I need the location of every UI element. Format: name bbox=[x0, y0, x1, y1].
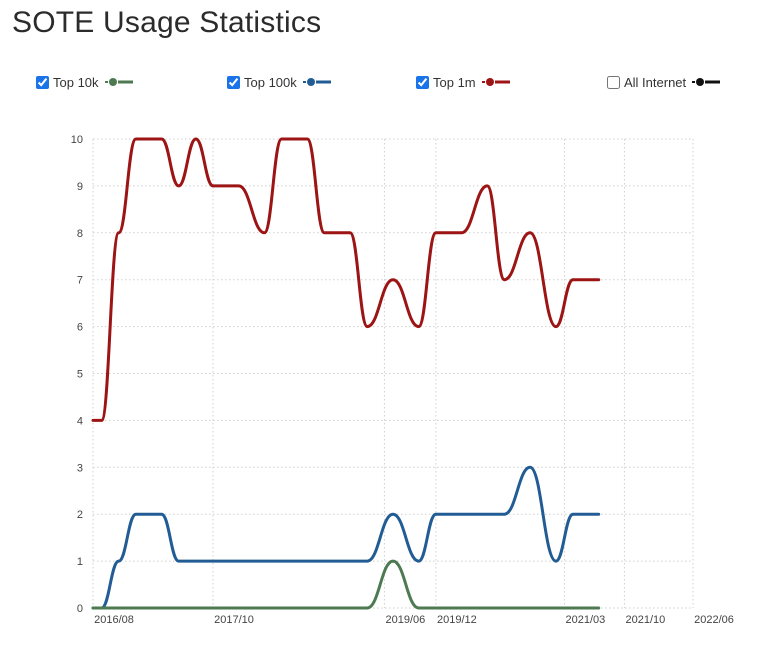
legend-checkbox-top-1m[interactable] bbox=[416, 75, 429, 89]
series-line-top-100k bbox=[91, 465, 601, 610]
legend-swatch-top-1m bbox=[481, 78, 510, 86]
y-tick-label: 2 bbox=[77, 509, 83, 521]
legend-checkbox-top-100k[interactable] bbox=[227, 75, 240, 89]
legend-swatch-top-10k bbox=[104, 78, 133, 86]
x-tick-label: 2019/06 bbox=[386, 614, 426, 626]
y-tick-label: 9 bbox=[77, 181, 83, 193]
x-tick-label: 2017/10 bbox=[214, 614, 254, 626]
legend-checkbox-top-10k[interactable] bbox=[36, 75, 49, 89]
y-tick-label: 3 bbox=[77, 462, 83, 474]
y-tick-label: 8 bbox=[77, 228, 83, 240]
x-tick-label: 2021/10 bbox=[626, 614, 666, 626]
legend-swatch-top-100k bbox=[302, 78, 331, 86]
legend-item-top-100k[interactable]: Top 100k bbox=[227, 72, 332, 92]
legend-label-top-100k: Top 100k bbox=[244, 74, 297, 90]
legend-item-top-10k[interactable]: Top 10k bbox=[36, 72, 134, 92]
y-tick-label: 10 bbox=[71, 134, 83, 146]
x-tick-label: 2019/12 bbox=[437, 614, 477, 626]
y-tick-label: 5 bbox=[77, 369, 83, 381]
x-tick-label: 2016/08 bbox=[94, 614, 134, 626]
legend-label-top-1m: Top 1m bbox=[433, 74, 476, 90]
y-tick-label: 4 bbox=[77, 415, 83, 427]
x-tick-label: 2022/06 bbox=[694, 614, 734, 626]
x-tick-label: 2021/03 bbox=[566, 614, 606, 626]
page-title: SOTE Usage Statistics bbox=[12, 6, 322, 39]
y-tick-label: 7 bbox=[77, 275, 83, 287]
y-axis-tick-labels: 0 1 2 3 4 5 6 7 8 9 10 bbox=[71, 134, 83, 615]
legend-item-all-internet[interactable]: All Internet bbox=[607, 72, 721, 92]
chart-series bbox=[91, 137, 601, 610]
x-axis-tick-labels: 2016/08 2017/10 2019/06 2019/12 2021/03 2021/… bbox=[94, 614, 734, 626]
y-tick-label: 1 bbox=[77, 556, 83, 568]
legend-swatch-all-internet bbox=[692, 78, 721, 86]
series-line-top-1m bbox=[91, 137, 601, 422]
chart-legend: Top 10k Top 100k Top 1m All Internet bbox=[0, 72, 763, 92]
legend-label-all-internet: All Internet bbox=[624, 74, 687, 90]
series-line-top-10k bbox=[91, 559, 601, 610]
legend-item-top-1m[interactable]: Top 1m bbox=[416, 72, 511, 92]
y-tick-label: 0 bbox=[77, 603, 83, 615]
y-tick-label: 6 bbox=[77, 322, 83, 334]
chart-grid bbox=[92, 138, 694, 609]
legend-checkbox-all-internet[interactable] bbox=[607, 75, 620, 89]
legend-label-top-10k: Top 10k bbox=[53, 74, 99, 90]
